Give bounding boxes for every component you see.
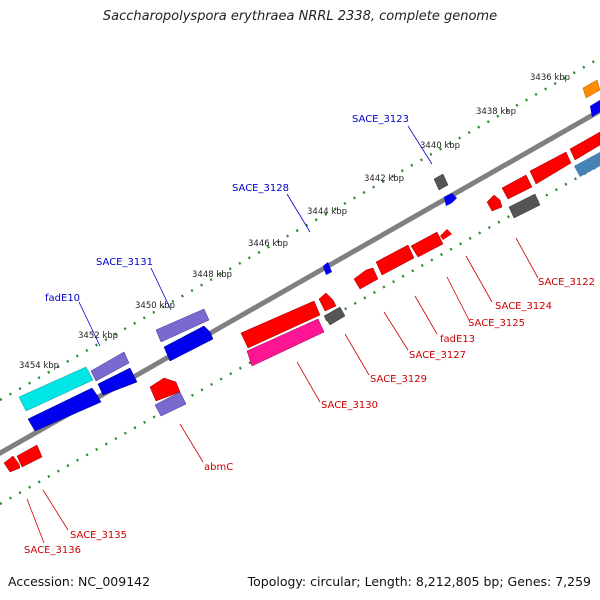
forward-genes <box>18 79 600 432</box>
gene-label[interactable]: SACE_3125 <box>468 318 525 329</box>
gene-arrow[interactable] <box>16 444 43 468</box>
scale-label: 3442 kbp <box>364 174 404 184</box>
leader-line <box>344 333 370 376</box>
gene-label[interactable]: fadE10 <box>45 293 80 304</box>
gene-label[interactable]: SACE_3135 <box>70 530 127 541</box>
leader-line <box>42 489 69 531</box>
gene-arrow[interactable] <box>486 194 503 212</box>
gene-arrow[interactable] <box>501 174 533 200</box>
gene-arrow[interactable] <box>444 193 457 206</box>
gene-arrow[interactable] <box>529 151 572 185</box>
gene-arrow[interactable] <box>508 193 541 219</box>
scale-label: 3454 kbp <box>19 361 59 371</box>
gene-arrow[interactable] <box>582 79 600 99</box>
gene-arrow[interactable] <box>3 455 21 473</box>
scale-label: 3452 kbp <box>78 331 118 341</box>
gene-label[interactable]: SACE_3128 <box>232 183 289 194</box>
gene-arrow[interactable] <box>433 173 449 191</box>
leader-lines <box>26 125 539 544</box>
scale-label: 3446 kbp <box>248 239 288 249</box>
gene-arrow[interactable] <box>410 231 444 258</box>
gene-arrow[interactable] <box>154 391 187 417</box>
gene-label[interactable]: SACE_3131 <box>96 257 153 268</box>
leader-line <box>150 267 171 309</box>
accession-label: Accession: NC_009142 <box>8 574 151 589</box>
leader-line <box>286 193 311 233</box>
gene-arrow[interactable] <box>240 300 321 349</box>
leader-line <box>515 237 539 279</box>
gene-label[interactable]: SACE_3136 <box>24 545 81 556</box>
gene-arrow[interactable] <box>590 100 600 117</box>
scale-label: 3450 kbp <box>135 301 175 311</box>
leader-line <box>383 311 409 351</box>
gene-arrow[interactable] <box>155 308 210 343</box>
gene-arrow[interactable] <box>90 351 130 382</box>
scale-labels: 3436 kbp 3438 kbp 3440 kbp 3442 kbp 3444… <box>19 73 570 371</box>
leader-line <box>78 301 101 347</box>
leader-line <box>407 125 433 165</box>
gene-label[interactable]: fadE13 <box>440 334 475 345</box>
gene-arrow[interactable] <box>323 306 346 326</box>
scale-label: 3436 kbp <box>530 73 570 83</box>
gene-arrow[interactable] <box>353 267 379 290</box>
gene-label[interactable]: SACE_3123 <box>352 114 409 125</box>
scale-label: 3438 kbp <box>476 107 516 117</box>
gene-arrow[interactable] <box>18 366 94 412</box>
gene-arrow[interactable] <box>163 325 214 362</box>
scale-label: 3448 kbp <box>192 270 232 280</box>
map-title: Saccharopolyspora erythraea NRRL 2338, c… <box>102 9 498 24</box>
leader-line <box>26 498 45 544</box>
gene-arrow[interactable] <box>574 152 600 177</box>
gene-arrow[interactable] <box>27 387 102 432</box>
gene-arrow[interactable] <box>246 318 325 367</box>
gene-arrow[interactable] <box>149 377 181 402</box>
gene-label[interactable]: SACE_3122 <box>538 277 595 288</box>
gene-labels-below: SACE_3122 SACE_3124 SACE_3125 fadE13 SAC… <box>24 277 595 556</box>
scale-label: 3444 kbp <box>307 207 347 217</box>
scale-label: 3440 kbp <box>420 141 460 151</box>
gene-labels-above: SACE_3123 SACE_3128 SACE_3131 fadE10 <box>45 114 409 304</box>
gene-label[interactable]: SACE_3127 <box>409 350 466 361</box>
gene-label[interactable]: SACE_3129 <box>370 374 427 385</box>
leader-line <box>465 255 493 303</box>
genome-stats: Topology: circular; Length: 8,212,805 bp… <box>247 574 591 589</box>
leader-line <box>446 276 470 321</box>
gene-arrow[interactable] <box>323 262 332 275</box>
reverse-genes <box>3 131 600 473</box>
gene-arrow[interactable] <box>375 244 415 276</box>
gene-label[interactable]: SACE_3124 <box>495 301 552 312</box>
gene-arrow[interactable] <box>440 229 452 240</box>
gene-arrow[interactable] <box>569 131 600 161</box>
leader-line <box>296 361 321 403</box>
gene-label[interactable]: SACE_3130 <box>321 400 378 411</box>
gene-arrow[interactable] <box>97 367 138 396</box>
leader-line <box>179 423 204 463</box>
gene-label[interactable]: abmC <box>204 462 233 473</box>
gene-arrow[interactable] <box>318 292 337 312</box>
leader-line <box>414 295 438 335</box>
